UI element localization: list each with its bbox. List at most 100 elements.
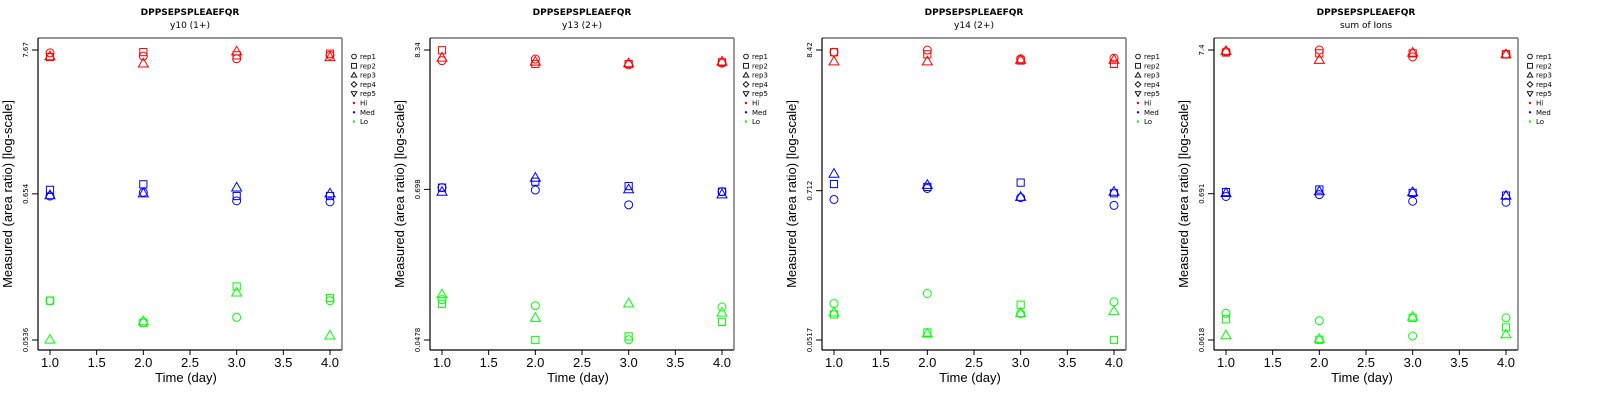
data-point-med-rep2 — [1016, 178, 1025, 187]
data-point-med-rep1 — [1109, 200, 1119, 210]
data-point-med-rep3 — [324, 187, 336, 198]
data-point-lo-rep3 — [716, 306, 728, 317]
data-point-lo-rep3 — [44, 333, 56, 344]
legend-label: Lo — [1144, 118, 1152, 126]
y-axis-label: Measured (area ratio) [log-scale] — [784, 100, 799, 288]
legend-item-lo: Lo — [1528, 118, 1544, 126]
legend-label: rep3 — [1536, 72, 1552, 80]
x-tick-label: 2.5 — [573, 355, 591, 370]
data-point-med-rep2 — [45, 185, 55, 194]
data-point-hi-rep1 — [922, 45, 932, 55]
x-tick-label: 2.0 — [918, 355, 936, 370]
y-tick-label: 8.42 — [806, 42, 814, 58]
chart-subtitle: y14 (2+) — [954, 21, 994, 31]
legend-dot-icon — [352, 101, 356, 105]
legend-label: rep4 — [1144, 81, 1160, 89]
legend-item-hi: Hi — [744, 100, 759, 108]
data-point-med-rep3 — [1500, 189, 1512, 200]
chart-title: DPPSEPSPLEAEFQR — [1317, 8, 1416, 18]
data-point-lo-rep1 — [1501, 313, 1511, 323]
legend-label: Hi — [360, 100, 367, 108]
legend-item-med: Med — [352, 109, 375, 117]
x-tick-label: 2.5 — [965, 355, 983, 370]
y-tick-label: 0.0478 — [414, 328, 422, 353]
legend-label: rep1 — [1536, 53, 1552, 61]
legend-item-rep2: rep2 — [1527, 62, 1552, 70]
legend-diamond-icon — [742, 80, 750, 88]
data-point-lo-rep3 — [324, 329, 336, 340]
legend-label: rep5 — [1536, 90, 1552, 98]
data-point-lo-rep2 — [232, 282, 241, 291]
data-point-hi-rep3 — [137, 57, 150, 68]
data-point-lo-rep3 — [1108, 305, 1120, 316]
legend-item-rep4: rep4 — [350, 81, 376, 89]
x-tick-label: 1.5 — [480, 355, 498, 370]
data-point-lo-rep3 — [1014, 307, 1027, 318]
legend-label: rep1 — [752, 53, 768, 61]
data-point-hi-rep3 — [921, 55, 934, 66]
data-point-lo-rep3 — [1500, 328, 1512, 339]
y-tick-label: 0.691 — [1198, 184, 1206, 204]
data-point-hi-rep3 — [1313, 53, 1326, 64]
legend-dot-icon — [744, 101, 748, 105]
legend-circle-icon — [1135, 53, 1141, 60]
y-axis-label: Measured (area ratio) [log-scale] — [0, 100, 15, 288]
x-axis-label: Time (day) — [155, 370, 217, 385]
data-point-med-rep3 — [1014, 190, 1027, 201]
legend-triangle-down-icon — [742, 91, 750, 98]
legend-label: Med — [360, 109, 375, 117]
data-point-med-rep3 — [716, 188, 728, 199]
legend-item-rep3: rep3 — [350, 71, 376, 80]
data-point-lo-rep2 — [1109, 335, 1119, 345]
x-tick-label: 2.0 — [526, 355, 544, 370]
x-tick-label: 4.0 — [1497, 355, 1515, 370]
legend-item-hi: Hi — [1136, 100, 1151, 108]
x-tick-label: 3.5 — [274, 355, 292, 370]
data-point-lo-rep1 — [45, 296, 55, 306]
legend-dot-icon — [1528, 120, 1532, 123]
x-tick-label: 3.0 — [228, 355, 246, 370]
y-tick-label: 8.34 — [414, 42, 422, 58]
chart-subtitle: y10 (1+) — [170, 21, 210, 31]
panel-3: DPPSEPSPLEAEFQR y14 (2+) 0.0517 0.712 8.42 1.… — [784, 8, 1160, 385]
legend-label: rep4 — [752, 81, 768, 89]
legend-item-rep5: rep5 — [1134, 90, 1160, 98]
x-tick-label: 4.0 — [321, 355, 339, 370]
data-point-med-rep2 — [717, 187, 727, 196]
legend-label: rep3 — [360, 72, 376, 80]
legend-label: Lo — [360, 118, 368, 126]
legend-triangle-up-icon — [1134, 71, 1142, 78]
legend-item-med: Med — [1528, 109, 1551, 117]
data-point-hi-rep2 — [923, 50, 932, 59]
legend-dot-icon — [352, 111, 356, 114]
data-point-lo-rep3 — [921, 327, 934, 338]
data-point-hi-rep3 — [716, 55, 728, 66]
legend-circle-icon — [743, 53, 749, 60]
data-point-med-rep2 — [325, 191, 335, 201]
y-tick-label: 0.0618 — [1198, 328, 1206, 353]
data-point-hi-rep3 — [529, 55, 542, 66]
chart-subtitle: y13 (2+) — [562, 21, 602, 31]
data-point-lo-rep1 — [138, 318, 148, 328]
data-point-med-rep2 — [437, 183, 447, 192]
data-point-lo-rep2 — [624, 332, 633, 341]
legend-label: Hi — [1144, 100, 1151, 108]
legend-dot-icon — [1136, 111, 1140, 114]
legend-item-rep5: rep5 — [1526, 90, 1552, 98]
data-point-med-rep3 — [529, 171, 542, 182]
data-point-lo-rep2 — [717, 317, 727, 326]
data-point-lo-rep1 — [922, 288, 932, 298]
data-point-lo-rep1 — [1221, 308, 1231, 318]
legend-triangle-up-icon — [350, 71, 358, 78]
legend-item-rep4: rep4 — [1134, 81, 1160, 89]
data-point-lo-rep1 — [1408, 331, 1418, 341]
legend-label: rep4 — [360, 81, 376, 89]
data-point-hi-rep2 — [437, 46, 447, 55]
y-axis-label: Measured (area ratio) [log-scale] — [1176, 100, 1191, 288]
x-tick-label: 1.5 — [872, 355, 890, 370]
data-point-med-rep2 — [923, 182, 932, 192]
chart-title: DPPSEPSPLEAEFQR — [141, 8, 240, 18]
data-point-hi-rep3 — [1014, 53, 1027, 64]
data-point-lo-rep2 — [325, 293, 335, 303]
